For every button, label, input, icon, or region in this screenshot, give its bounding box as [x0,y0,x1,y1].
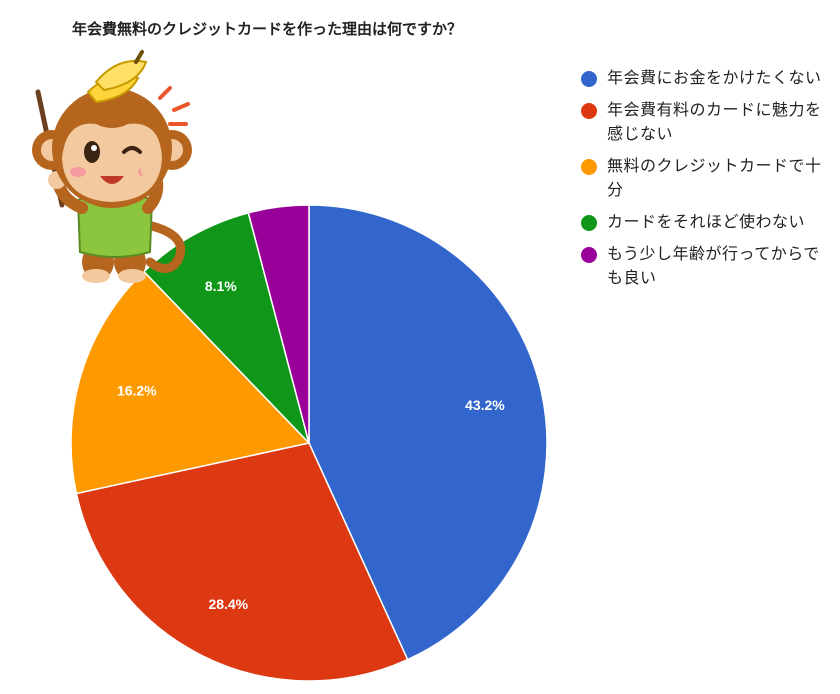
legend-label: カードをそれほど使わない [607,212,806,231]
legend-color-swatch [581,71,597,87]
legend-item-3: カードをそれほど使わない [581,210,836,234]
legend-color-swatch [581,247,597,263]
pie-slice-0 [308,204,548,661]
pie-slice-3 [142,211,311,446]
legend-item-0: 年会費にお金をかけたくない [581,66,836,90]
legend-label: もう少し年齢が行ってからでも良い [607,244,820,287]
pie-slice-2 [70,270,311,495]
legend-label: 年会費にお金をかけたくない [607,68,822,87]
legend-label: 年会費有料のカードに魅力を感じない [607,100,822,143]
chart-title: 年会費無料のクレジットカードを作った理由は何ですか？ [72,20,463,38]
legend-label: 無料のクレジットカードで十分 [607,156,822,199]
legend-color-swatch [581,215,597,231]
pie-slice-1 [75,442,409,682]
legend-item-2: 無料のクレジットカードで十分 [581,154,836,202]
monkey-mascot-illustration [32,50,192,283]
slice-value-label-2: 16.2% [117,383,157,399]
legend-item-1: 年会費有料のカードに魅力を感じない [581,98,836,146]
legend-color-swatch [581,159,597,175]
slice-value-label-3: 8.1% [205,278,237,294]
chart-legend: 年会費にお金をかけたくない年会費有料のカードに魅力を感じない 無料のクレジットカー… [581,66,836,298]
legend-item-4: もう少し年齢が行ってからでも良い [581,242,836,290]
slice-value-label-0: 43.2% [465,397,505,413]
pie-slice-4 [247,204,310,444]
slice-value-label-1: 28.4% [208,596,248,612]
legend-color-swatch [581,103,597,119]
